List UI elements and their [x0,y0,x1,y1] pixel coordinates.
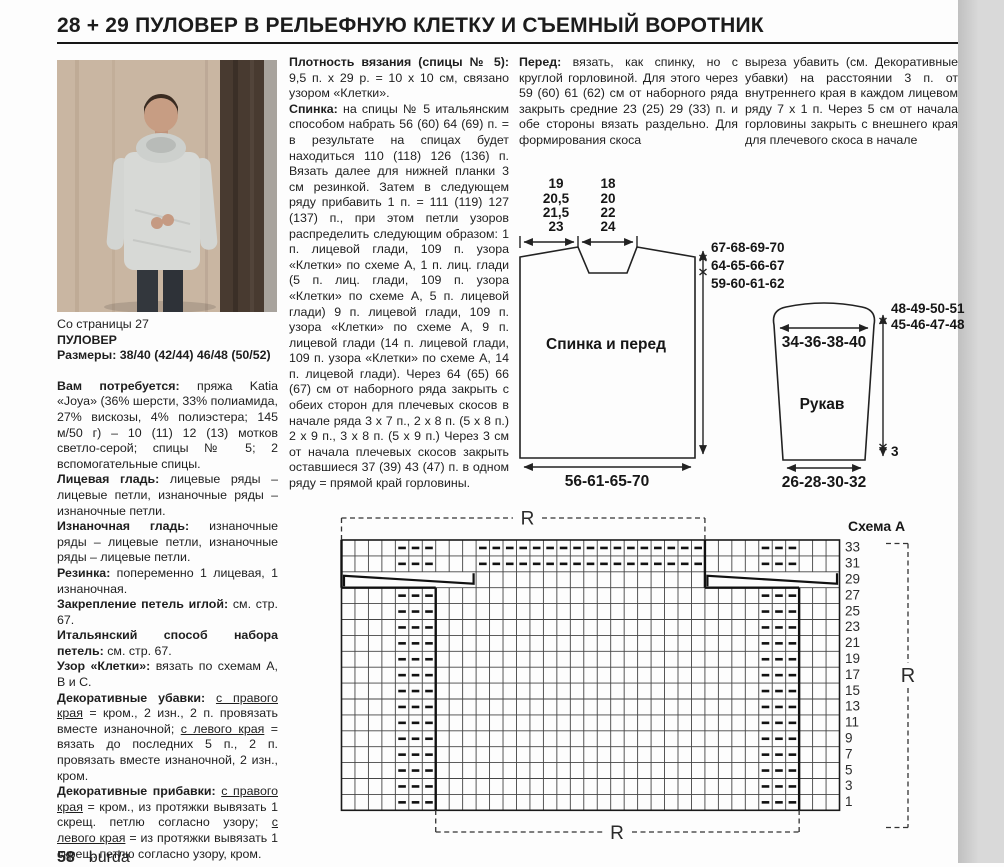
svg-text:11: 11 [845,715,859,730]
svg-text:24: 24 [600,219,616,234]
paragraph: Резинка: попеременно 1 лицевая, 1 изнано… [57,565,278,596]
svg-text:27: 27 [845,587,860,602]
svg-text:R: R [901,665,915,687]
svg-text:64-65-66-67: 64-65-66-67 [711,258,785,273]
paragraph: Со страницы 27 [57,317,149,331]
model-figure [106,94,218,312]
page-title: 28 + 29 ПУЛОВЕР В РЕЛЬЕФНУЮ КЛЕТКУ И СЪЕ… [57,14,764,37]
chart-cable-symbols [342,573,839,587]
paragraph: Изнаночная гладь: изнаночные ряды – лице… [57,519,278,565]
schematic-sleeve: 34-36-38-40 48-49-50-51 45-46-47-48 3 26… [772,301,965,491]
measure-sleeve-length: 48-49-50-51 [891,301,965,316]
chart-repeat-dashed-brackets: R R R [340,509,915,844]
svg-text:25: 25 [845,603,860,618]
back-front-label: Спинка и перед [546,336,666,353]
measure-sleeve-top-width: 34-36-38-40 [782,334,866,351]
page-number: 58 [57,849,75,866]
svg-text:7: 7 [845,746,853,761]
paragraph: Лицевая гладь: лицевые ряды – лицевые пе… [57,472,278,518]
paragraph: Декоративные убавки: с правого края = кр… [57,690,278,783]
chart-grid-lines [340,539,841,812]
svg-text:31: 31 [845,556,860,571]
paragraph: Декоративные прибавки: с правого края = … [57,784,279,861]
paragraph: выреза убавить (см. Декоративные убавки)… [745,55,958,147]
header-rule [57,42,958,44]
paragraph: Узор «Клетки»: вязать по схемам А, В и С… [57,659,278,690]
text-column-front-continued: выреза убавить (см. Декоративные убавки)… [745,55,958,149]
model-photo-illustration [57,60,277,312]
text-column-back: Плотность вязания (спицы № 5): 9,5 п. х … [289,55,509,492]
model-photo [57,60,277,312]
page-edge-scan-band [958,0,1004,863]
svg-text:R: R [610,823,624,844]
magazine-name: burda [88,849,130,866]
sleeve-outline [772,302,876,461]
paragraph: Спинка: на спицы № 5 итальянским способо… [289,101,509,491]
measure-neck-size1: 18 [600,176,616,191]
svg-text:21,5: 21,5 [543,205,570,220]
page-footer: 58 burda [57,849,130,867]
paragraph: Размеры: 38/40 (42/44) 46/48 (50/52) [57,348,271,363]
svg-text:29: 29 [845,572,860,587]
svg-text:13: 13 [845,699,860,714]
svg-text:1: 1 [845,794,853,809]
schematic-back-front: 19 20,5 21,5 23 18 20 22 24 67-68-69-70 … [519,176,785,490]
svg-text:R: R [521,509,535,530]
chart-title: Схема A [848,518,905,534]
text-column-front: Перед: вязать, как спинку, но с круглой … [519,55,738,149]
svg-text:23: 23 [845,619,860,634]
svg-text:33: 33 [845,540,860,555]
svg-text:21: 21 [845,635,860,650]
back-front-outline [519,246,696,459]
paragraph: Перед: вязать, как спинку, но с круглой … [519,55,738,147]
paragraph: Плотность вязания (спицы № 5): 9,5 п. х … [289,55,509,101]
svg-text:19: 19 [845,651,860,666]
measure-sleeve-bottom-width: 26-28-30-32 [782,474,866,491]
svg-text:20: 20 [600,191,615,206]
measure-total-length: 67-68-69-70 [711,240,785,255]
measure-bottom-width: 56-61-65-70 [565,473,649,490]
svg-text:20,5: 20,5 [543,191,570,206]
text-column-intro: Со страницы 27 ПУЛОВЕР Размеры: 38/40 (42/… [57,317,278,862]
paragraph: Вам потребуется: пряжа Katia «Joya» (36%… [57,378,278,471]
svg-text:9: 9 [845,731,853,746]
sleeve-label: Рукав [800,396,845,413]
dark-curtain [220,60,264,312]
measure-shoulder-size1: 19 [548,176,563,191]
paragraph: ПУЛОВЕР [57,332,117,347]
svg-text:15: 15 [845,683,860,698]
paragraph: Закрепление петель иглой: см. стр. 67. [57,597,278,627]
svg-text:23: 23 [548,219,564,234]
svg-text:59-60-61-62: 59-60-61-62 [711,276,785,291]
measure-cuff-height: 3 [891,444,899,459]
chart-repeat-bold-lines [340,540,801,811]
svg-text:22: 22 [600,205,615,220]
svg-text:45-46-47-48: 45-46-47-48 [891,317,965,332]
svg-text:3: 3 [845,778,853,793]
svg-text:5: 5 [845,762,853,777]
svg-text:17: 17 [845,667,860,682]
paragraph: Итальянский способ набора петель: см. ст… [57,628,278,658]
chart-purl-dashes [398,546,797,804]
